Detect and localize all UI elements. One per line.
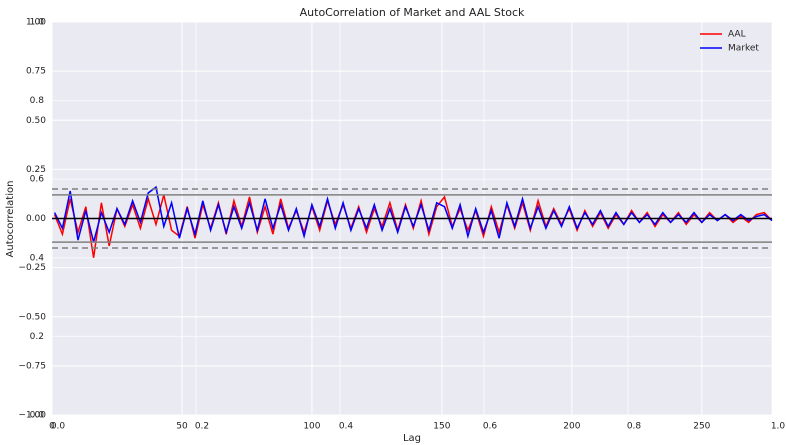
y2-tick-label: 1.0 <box>30 18 45 28</box>
x-axis-label: Lag <box>403 433 421 444</box>
y-tick-label: 0.75 <box>26 67 46 77</box>
y2-tick-label: 0.4 <box>30 253 45 263</box>
x-tick-label: 250 <box>693 422 710 432</box>
x-tick-label: 200 <box>563 422 580 432</box>
y-tick-label: 0.50 <box>26 116 46 126</box>
x2-tick-label: 0.8 <box>627 422 642 432</box>
y-tick-label: 0.25 <box>26 165 46 175</box>
x-tick-label: 0 <box>49 422 55 432</box>
y-tick-label: 0.00 <box>26 214 46 224</box>
x-tick-label: 50 <box>176 422 188 432</box>
x-tick-label: 100 <box>303 422 320 432</box>
y2-tick-label: 0.2 <box>30 332 44 342</box>
y-tick-label: 1.00 <box>26 18 46 28</box>
y2-tick-label: 0.0 <box>30 411 45 421</box>
y-tick-label: −0.25 <box>18 263 46 273</box>
x-tick-label: 150 <box>433 422 450 432</box>
x2-tick-label: 0.2 <box>195 422 209 432</box>
x2-tick-label: 0.6 <box>483 422 498 432</box>
y-tick-label: −0.50 <box>18 312 46 322</box>
legend-label: Market <box>728 44 759 54</box>
marks <box>52 185 773 258</box>
x2-tick-label: 1.0 <box>771 422 786 432</box>
series-line <box>53 185 773 243</box>
y-axis-label: Autocorrelation <box>5 181 16 258</box>
x2-tick-label: 0.4 <box>339 422 354 432</box>
chart-title: AutoCorrelation of Market and AAL Stock <box>300 6 525 19</box>
y-tick-label: −0.75 <box>18 361 46 371</box>
y2-tick-label: 0.6 <box>30 175 45 185</box>
legend-label: AAL <box>728 30 746 40</box>
y-tick-label: −1.00 <box>18 411 46 421</box>
y2-tick-label: 0.8 <box>30 96 45 106</box>
x2-tick-label: 0.0 <box>51 422 66 432</box>
